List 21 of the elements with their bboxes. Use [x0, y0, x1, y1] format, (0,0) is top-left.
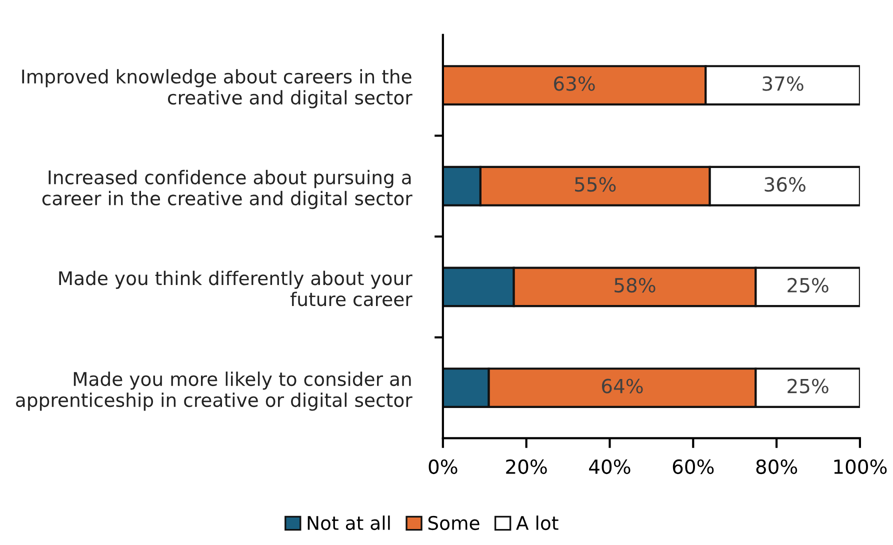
data-label: 58% — [614, 278, 656, 293]
data-label: 25% — [788, 378, 828, 394]
x-tick-label: 0% — [428, 459, 458, 474]
legend-label: Not at all — [308, 516, 390, 530]
data-label: 36% — [764, 177, 806, 192]
y-tick-label: Made you more likely to consider an apprenticeship in creative or digital sector — [16, 372, 412, 411]
y-tick-label: Increased confidence about pursuing a career in the creative and digital sector — [42, 170, 412, 210]
y-tick-label: Made you think differently about your future career — [59, 270, 412, 306]
x-tick-label: 40% — [589, 459, 630, 474]
data-label: 25% — [788, 278, 828, 293]
x-tick-label: 80% — [756, 459, 798, 474]
x-tick-label: 60% — [672, 459, 714, 474]
legend-label: Some — [428, 516, 480, 530]
data-label: 37% — [762, 76, 804, 91]
data-label: 63% — [554, 76, 595, 91]
x-tick-label: 100% — [834, 459, 887, 474]
legend-label: A lot — [516, 516, 558, 530]
data-label: 55% — [575, 177, 616, 192]
data-label: 64% — [602, 378, 643, 394]
x-tick-label: 20% — [506, 459, 547, 474]
y-tick-label: Improved knowledge about careers in the creative and digital sector — [22, 69, 412, 108]
